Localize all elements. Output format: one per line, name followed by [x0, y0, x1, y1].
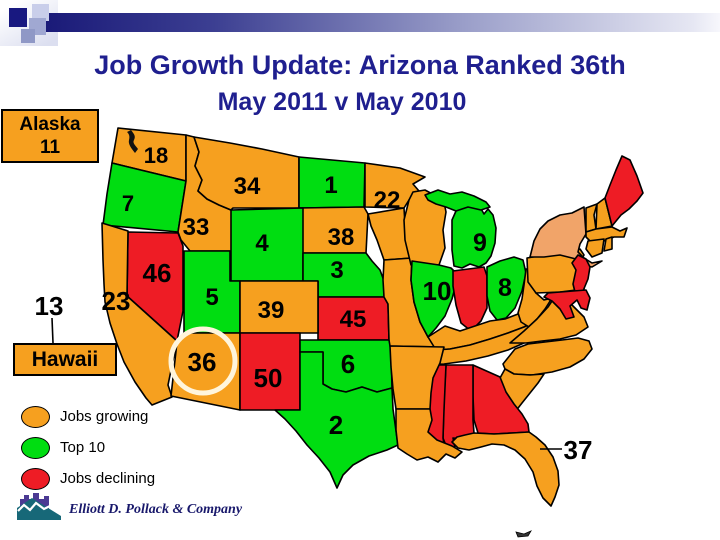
legend-swatch-top10 — [21, 436, 50, 459]
state-mt — [193, 136, 300, 211]
header-gradient-bar — [45, 13, 720, 32]
state-or — [102, 162, 187, 233]
slide-title: Job Growth Update: Arizona Ranked 36th — [94, 50, 626, 80]
state-oh — [486, 256, 527, 321]
legend-label-top10: Top 10 — [60, 439, 106, 456]
state-me — [604, 155, 644, 227]
legend-label-growing: Jobs growing — [60, 408, 149, 425]
state-fl — [451, 431, 560, 507]
state-rank-ut: 5 — [205, 284, 218, 311]
arizona-highlight-circle — [168, 326, 238, 396]
state-rank-co: 39 — [258, 297, 285, 324]
legend-swatch-growing — [21, 405, 50, 428]
state-rank-wy: 4 — [255, 230, 269, 257]
legend-row-declining: Jobs declining — [21, 467, 156, 490]
state-co — [239, 280, 319, 334]
footer: Elliott D. Pollack & Company — [17, 489, 242, 520]
state-rank-fl: 37 — [564, 435, 593, 465]
decoration-square-light — [32, 4, 49, 21]
state-rank-wa: 18 — [144, 143, 168, 168]
state-rank-nv: 46 — [143, 258, 172, 288]
state-mdde — [543, 289, 591, 320]
alaska-label: Alaska — [19, 114, 81, 135]
state-in — [452, 266, 488, 332]
legend: Jobs growing Top 10 Jobs declining — [21, 405, 156, 499]
state-rank-oh: 8 — [498, 274, 512, 302]
hawaii-callout-box: Hawaii — [13, 343, 117, 376]
state-rank-az: 36 — [188, 347, 217, 377]
state-mi — [451, 202, 497, 269]
state-il — [410, 260, 457, 338]
state-rank-or: 7 — [122, 191, 134, 216]
state-rank-il: 10 — [423, 276, 452, 306]
company-name: Elliott D. Pollack & Company — [69, 502, 243, 517]
state-rank-mt: 34 — [234, 173, 261, 200]
state-rank-mi: 9 — [473, 229, 487, 257]
state-rank-ok: 6 — [341, 349, 355, 379]
alaska-callout-box: Alaska 11 — [1, 109, 99, 163]
alaska-rank: 11 — [39, 137, 61, 158]
legend-swatch-declining — [21, 467, 50, 490]
company-logo-icon — [17, 493, 61, 520]
hawaii-label: Hawaii — [31, 348, 99, 371]
puget-sound-detail — [127, 130, 138, 153]
state-ct — [585, 238, 605, 258]
state-rank-nd: 1 — [324, 172, 337, 199]
state-rank-sd: 38 — [328, 224, 355, 251]
decoration-square-lower — [21, 29, 35, 43]
state-rank-ks: 45 — [340, 306, 367, 333]
state-rank-mn: 22 — [374, 187, 401, 214]
state-tx — [274, 351, 399, 489]
state-ar — [389, 345, 445, 410]
florida-keys-detail — [515, 530, 532, 538]
state-la — [395, 408, 463, 463]
legend-label-declining: Jobs declining — [60, 470, 156, 487]
state-rank-tx: 2 — [329, 410, 343, 440]
state-vt — [585, 203, 598, 233]
legend-row-top10: Top 10 — [21, 436, 155, 459]
state-rank-ne: 3 — [330, 257, 343, 284]
state-rank-nm: 50 — [254, 363, 283, 393]
state-ri — [603, 236, 613, 252]
slide-subtitle: May 2011 v May 2010 — [217, 88, 467, 116]
state-rank-id: 33 — [183, 214, 210, 241]
hawaii-callout-line — [51, 317, 54, 344]
state-ca — [101, 222, 178, 406]
state-mi_up — [424, 189, 491, 212]
decoration-square-dark — [9, 8, 27, 27]
state-ma — [585, 226, 628, 242]
state-rank-hi: 13 — [35, 291, 64, 321]
legend-row-growing: Jobs growing — [21, 405, 155, 428]
state-rank-ca: 23 — [102, 286, 131, 316]
